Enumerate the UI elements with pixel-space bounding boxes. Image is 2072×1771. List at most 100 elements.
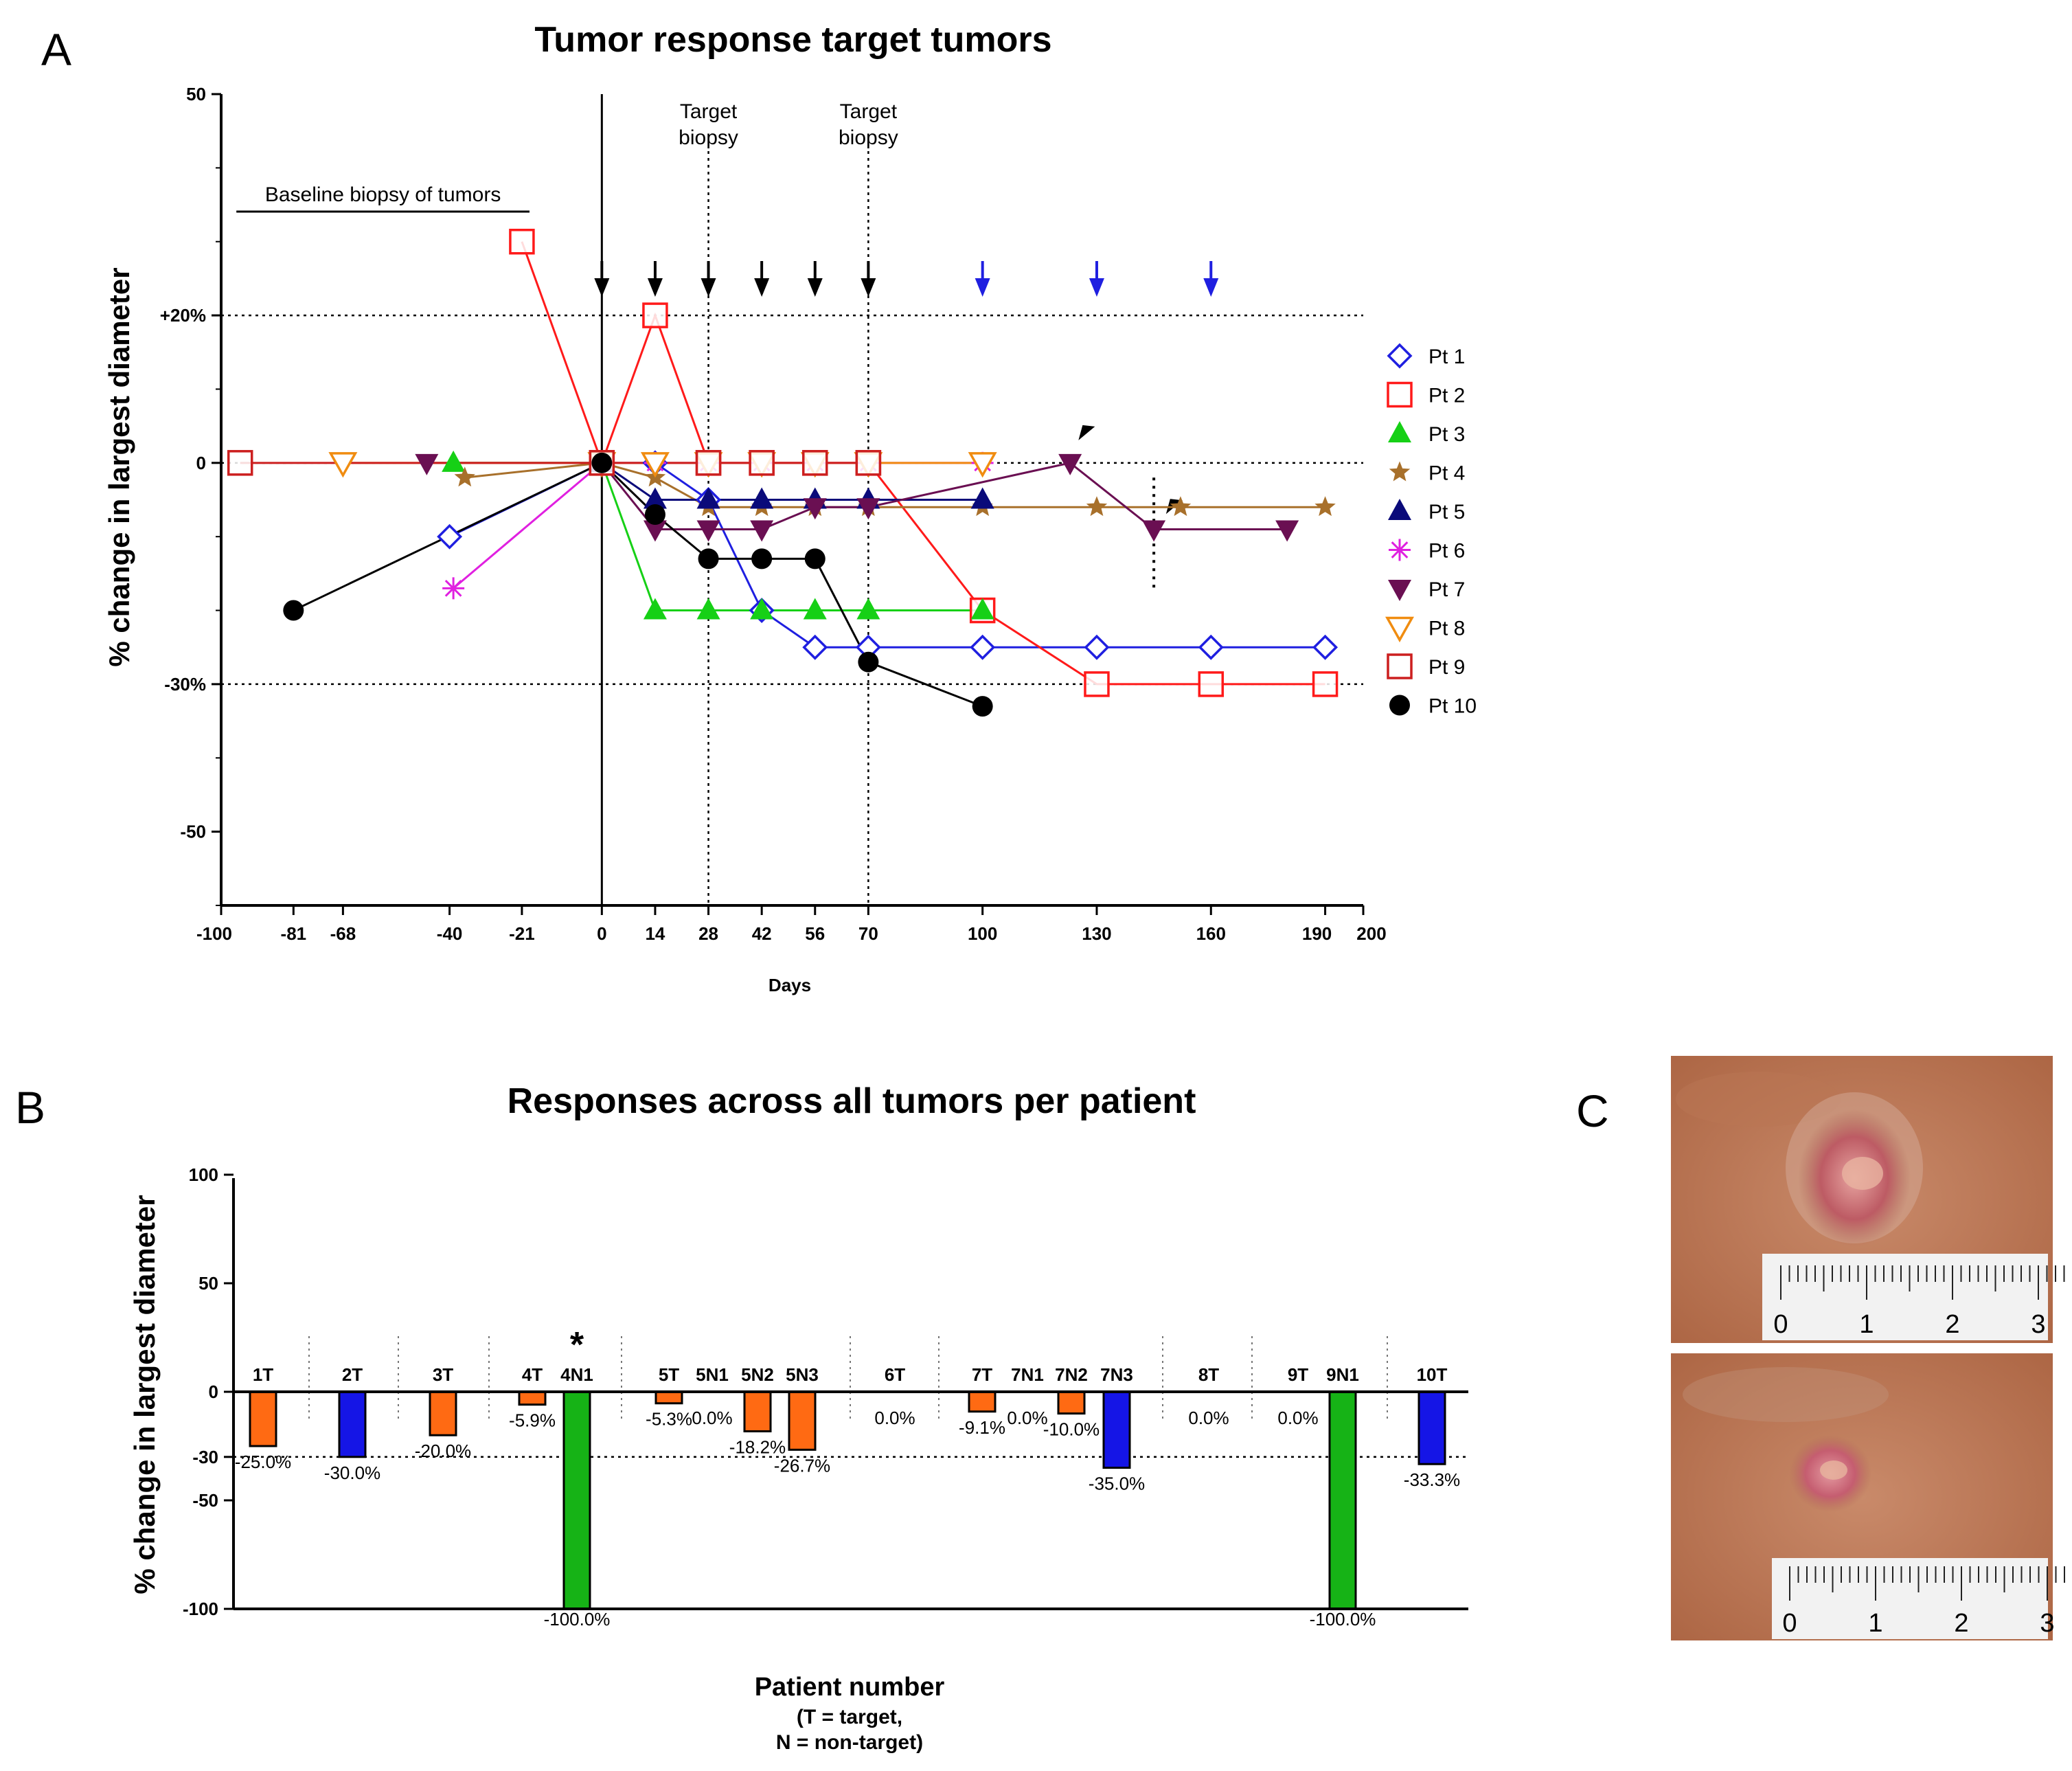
pointer-icon — [1078, 425, 1095, 440]
data-point — [803, 498, 827, 520]
bar-5N3 — [788, 1390, 817, 1451]
arrow-icon — [975, 278, 990, 297]
data-point — [328, 452, 358, 478]
bar-value-label: 0.0% — [1188, 1408, 1229, 1428]
data-point — [803, 598, 827, 620]
x-tick-label: 190 — [1302, 923, 1332, 944]
data-point — [1312, 634, 1339, 660]
x-tick-label: 130 — [1082, 923, 1111, 944]
bar-value-label: -5.9% — [509, 1410, 556, 1431]
bar-value-label: 0.0% — [1277, 1408, 1318, 1428]
target-biopsy-label: biopsy — [679, 126, 738, 149]
bar-category-label: 9T — [1288, 1364, 1308, 1385]
y-tick-label: -30 — [192, 1447, 218, 1467]
legend-entry: Pt 2 — [1387, 381, 1465, 408]
data-point — [1170, 496, 1192, 517]
bar-category-label: 7N2 — [1055, 1364, 1088, 1385]
chart-b-bars — [249, 1390, 1446, 1610]
series-pt-6 — [453, 462, 983, 589]
data-point — [454, 466, 475, 487]
bar-2T — [338, 1390, 367, 1458]
legend-label: Pt 10 — [1428, 695, 1477, 718]
series-pt-7 — [426, 462, 1288, 530]
data-point — [642, 302, 668, 328]
arrow-icon — [861, 278, 876, 297]
series-line — [453, 462, 983, 612]
chart-b-x-axis-label: Patient number — [755, 1673, 945, 1702]
chart-b-axes: 100 50 0 -30 -50 -100 — [183, 1164, 1468, 1619]
legend-label: Pt 1 — [1428, 346, 1465, 368]
bar-value-label: -5.3% — [646, 1409, 692, 1430]
legend-marker — [1385, 616, 1414, 643]
series-line — [448, 462, 1325, 648]
data-point — [804, 548, 826, 569]
y-tick-label: 0 — [209, 1381, 218, 1402]
significance-star: * — [570, 1325, 584, 1365]
bar-5T — [654, 1390, 683, 1405]
series-pt-3 — [453, 462, 983, 612]
chart-b-y-axis-label: % change in largest diameter — [128, 1195, 161, 1594]
ruler-label: 2 — [1954, 1609, 1968, 1638]
bar-value-label: -10.0% — [1043, 1419, 1100, 1440]
legend-label: Pt 2 — [1428, 385, 1465, 407]
data-point — [437, 523, 463, 550]
data-point — [643, 520, 667, 542]
chart-b-title: Responses across all tumors per patient — [508, 1081, 1196, 1121]
legend-entry: Pt 4 — [1389, 461, 1465, 485]
legend-entry: Pt 5 — [1388, 499, 1465, 523]
x-tick-label: 200 — [1356, 923, 1386, 944]
bar-7N2 — [1057, 1390, 1086, 1415]
chart-a-ticks: -100 -81 -68 -40 -21 0 14 28 42 56 70 100 130 160 190 2… — [160, 84, 1387, 944]
bar-10T — [1418, 1390, 1446, 1465]
arrow-icon — [594, 278, 610, 297]
series-line — [453, 462, 983, 589]
x-tick-label: 160 — [1196, 923, 1226, 944]
bar-category-label: 3T — [433, 1364, 453, 1385]
y-tick-label: 100 — [189, 1164, 218, 1185]
ruler-label: 3 — [2031, 1310, 2045, 1339]
legend-label: Pt 4 — [1428, 462, 1465, 485]
bar-7N3 — [1102, 1390, 1131, 1469]
chart-a-series — [227, 228, 1339, 717]
data-point — [698, 548, 719, 569]
bar-value-label: -33.3% — [1404, 1469, 1460, 1490]
data-point — [640, 452, 670, 478]
ruler-label: 1 — [1859, 1310, 1874, 1339]
chart-a-title: Tumor response target tumors — [534, 20, 1051, 60]
y-tick-label: -50 — [192, 1490, 218, 1511]
data-point — [695, 450, 722, 476]
data-point — [643, 598, 667, 620]
data-point — [1312, 671, 1339, 697]
markers-pt-3 — [442, 450, 994, 620]
bar-category-label: 9N1 — [1326, 1364, 1359, 1385]
chart-b-x-axis-sublabel-1: (T = target, — [797, 1706, 902, 1728]
bar-category-label: 5N1 — [696, 1364, 729, 1385]
series-line — [426, 462, 1288, 530]
data-point — [444, 579, 462, 597]
legend-entry: Pt 6 — [1389, 539, 1465, 563]
data-point — [970, 598, 994, 620]
data-point — [972, 696, 993, 717]
x-tick-label: 28 — [698, 923, 718, 944]
legend-marker — [1388, 421, 1411, 442]
legend-marker — [1387, 381, 1413, 408]
legend-label: Pt 6 — [1428, 540, 1465, 563]
chart-a-legend: Pt 1 Pt 2 Pt 3 Pt 4 Pt 5 Pt 6 Pt 7 Pt 8 Pt 9 Pt 1… — [1385, 343, 1477, 718]
bar-4N1 — [562, 1390, 591, 1610]
bar-category-label: 5N3 — [786, 1364, 819, 1385]
bar-1T — [249, 1390, 277, 1447]
arrow-icon — [647, 278, 663, 297]
legend-label: Pt 8 — [1428, 618, 1465, 640]
arrow-icon — [1203, 278, 1219, 297]
legend-marker — [1387, 653, 1413, 679]
legend-marker — [1387, 343, 1413, 369]
x-tick-label: -40 — [437, 923, 463, 944]
data-point — [970, 634, 996, 660]
legend-label: Pt 3 — [1428, 423, 1465, 446]
arrow-icon — [754, 278, 770, 297]
x-tick-label: 56 — [805, 923, 825, 944]
data-point — [970, 487, 994, 509]
bar-value-label: -20.0% — [415, 1441, 471, 1461]
bar-value-label: -25.0% — [235, 1452, 291, 1472]
bar-category-label: 6T — [885, 1364, 905, 1385]
